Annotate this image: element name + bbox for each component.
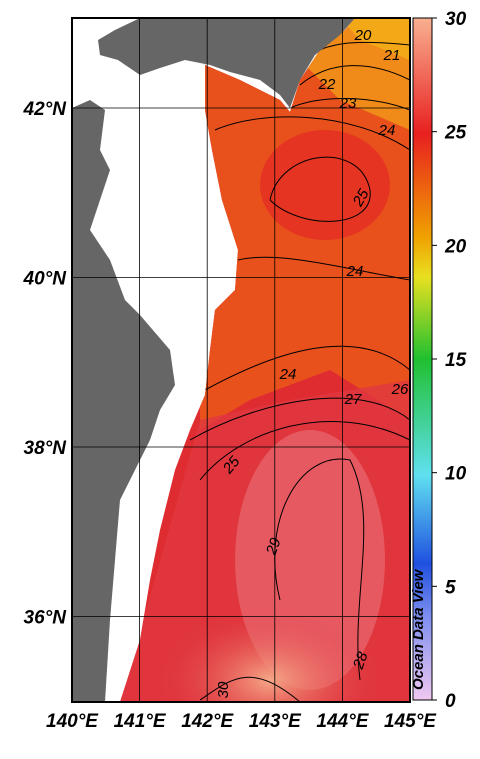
contour-label: 23 [339,95,357,112]
contour-label: 22 [318,76,336,93]
contour-label: 27 [344,391,362,408]
contour-label: 28 [350,649,372,672]
lon-label: 142°E [181,711,234,732]
colorbar-label: 15 [445,350,467,371]
contour-label: 24 [279,366,297,383]
contour-label: 29 [263,535,285,558]
colorbar-label: 0 [445,691,456,712]
watermark: Ocean Data View [410,568,427,690]
lat-label: 42°N [23,99,68,120]
contour-label: 24 [346,263,364,280]
contour-label: 21 [383,47,401,64]
contour-label: 25 [349,186,373,210]
contour-label: 24 [378,122,396,139]
land-hokkaido [98,18,355,108]
ocean-field [120,18,410,702]
contour-label: 30 [215,681,232,698]
colorbar-label: 10 [445,464,467,485]
colorbar-label: 30 [445,9,467,30]
lon-label: 140°E [46,711,99,732]
map-area [72,18,410,702]
contour-label: 20 [354,27,372,44]
colorbar-label: 25 [444,123,467,144]
colorbar-label: 5 [445,577,456,598]
lon-label: 141°E [114,711,167,732]
lat-label: 38°N [24,438,68,459]
land-honshu [72,100,175,702]
lon-label: 145°E [384,711,437,732]
lat-label: 40°N [23,269,68,290]
contour-label: 26 [391,381,409,398]
lat-label: 36°N [24,608,68,629]
colorbar-label: 20 [444,236,467,257]
map-frame [71,17,411,703]
lon-label: 144°E [316,711,369,732]
lon-label: 143°E [249,711,302,732]
